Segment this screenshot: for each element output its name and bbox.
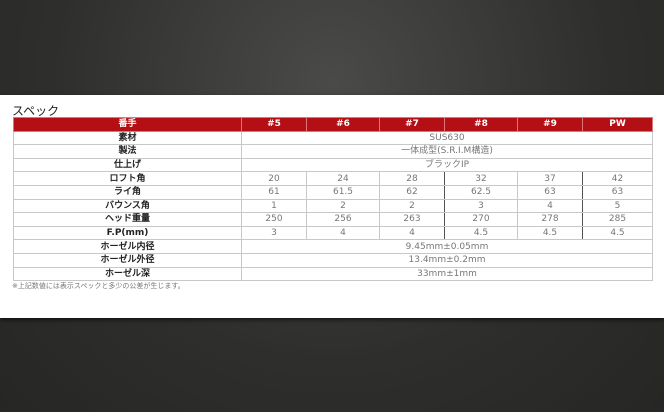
row-label: ホーゼル深 bbox=[13, 266, 242, 282]
table-row: ヘッド重量 250 256 263 270 278 285 bbox=[13, 212, 653, 227]
header-club: #7 bbox=[379, 117, 445, 132]
cell-value: 285 bbox=[582, 212, 653, 227]
cell-value: 4.5 bbox=[444, 225, 518, 241]
cell-value: 63 bbox=[582, 184, 653, 200]
spec-table: 番手 #5 #6 #7 #8 #9 PW 素材 SUS630 製法 一体成型(S.R.I.M構造)… bbox=[13, 117, 653, 282]
table-row: F.P(mm) 3 4 4 4.5 4.5 4.5 bbox=[13, 225, 653, 241]
row-value: 33mm±1mm bbox=[241, 266, 653, 282]
cell-value: 4 bbox=[379, 225, 445, 241]
cell-value: 4.5 bbox=[582, 225, 653, 241]
table-row: 素材 SUS630 bbox=[13, 130, 653, 146]
spec-panel: スペック 番手 #5 #6 #7 #8 #9 PW 素材 SUS630 製法 一体成型(S.R.I… bbox=[0, 95, 664, 318]
cell-value: 20 bbox=[241, 171, 307, 186]
table-row: 製法 一体成型(S.R.I.M構造) bbox=[13, 144, 653, 159]
cell-value: 61.5 bbox=[306, 184, 380, 200]
cell-value: 5 bbox=[582, 198, 653, 214]
cell-value: 278 bbox=[517, 212, 583, 227]
cell-value: 2 bbox=[379, 198, 445, 214]
table-row: ライ角 61 61.5 62 62.5 63 63 bbox=[13, 184, 653, 200]
row-value: SUS630 bbox=[241, 130, 653, 146]
footnote: ※上記数値には表示スペックと多少の公差が生じます。 bbox=[12, 282, 185, 290]
table-row: ロフト角 20 24 28 32 37 42 bbox=[13, 171, 653, 186]
cell-value: 263 bbox=[379, 212, 445, 227]
row-label: 仕上げ bbox=[13, 157, 242, 173]
cell-value: 256 bbox=[306, 212, 380, 227]
cell-value: 37 bbox=[517, 171, 583, 186]
table-row: バウンス角 1 2 2 3 4 5 bbox=[13, 198, 653, 214]
cell-value: 4 bbox=[306, 225, 380, 241]
cell-value: 42 bbox=[582, 171, 653, 186]
cell-value: 28 bbox=[379, 171, 445, 186]
cell-value: 4.5 bbox=[517, 225, 583, 241]
cell-value: 270 bbox=[444, 212, 518, 227]
cell-value: 250 bbox=[241, 212, 307, 227]
header-club: #8 bbox=[444, 117, 518, 132]
row-label: バウンス角 bbox=[13, 198, 242, 214]
table-row: ホーゼル外径 13.4mm±0.2mm bbox=[13, 252, 653, 268]
cell-value: 3 bbox=[241, 225, 307, 241]
header-club: #6 bbox=[306, 117, 380, 132]
row-value: ブラックIP bbox=[241, 157, 653, 173]
row-label: 製法 bbox=[13, 144, 242, 159]
table-header-row: 番手 #5 #6 #7 #8 #9 PW bbox=[13, 117, 653, 132]
cell-value: 2 bbox=[306, 198, 380, 214]
cell-value: 3 bbox=[444, 198, 518, 214]
cell-value: 62 bbox=[379, 184, 445, 200]
header-club: PW bbox=[582, 117, 653, 132]
row-label: ホーゼル内径 bbox=[13, 239, 242, 254]
table-row: ホーゼル内径 9.45mm±0.05mm bbox=[13, 239, 653, 254]
table-row: ホーゼル深 33mm±1mm bbox=[13, 266, 653, 282]
row-label: ヘッド重量 bbox=[13, 212, 242, 227]
row-value: 一体成型(S.R.I.M構造) bbox=[241, 144, 653, 159]
cell-value: 63 bbox=[517, 184, 583, 200]
table-row: 仕上げ ブラックIP bbox=[13, 157, 653, 173]
cell-value: 24 bbox=[306, 171, 380, 186]
row-label: F.P(mm) bbox=[13, 225, 242, 241]
cell-value: 62.5 bbox=[444, 184, 518, 200]
cell-value: 32 bbox=[444, 171, 518, 186]
header-club: #5 bbox=[241, 117, 307, 132]
row-value: 9.45mm±0.05mm bbox=[241, 239, 653, 254]
header-club: #9 bbox=[517, 117, 583, 132]
row-value: 13.4mm±0.2mm bbox=[241, 252, 653, 268]
row-label: 素材 bbox=[13, 130, 242, 146]
cell-value: 1 bbox=[241, 198, 307, 214]
section-title: スペック bbox=[12, 104, 60, 118]
cell-value: 4 bbox=[517, 198, 583, 214]
cell-value: 61 bbox=[241, 184, 307, 200]
row-label: ライ角 bbox=[13, 184, 242, 200]
header-label: 番手 bbox=[13, 117, 242, 132]
row-label: ホーゼル外径 bbox=[13, 252, 242, 268]
row-label: ロフト角 bbox=[13, 171, 242, 186]
